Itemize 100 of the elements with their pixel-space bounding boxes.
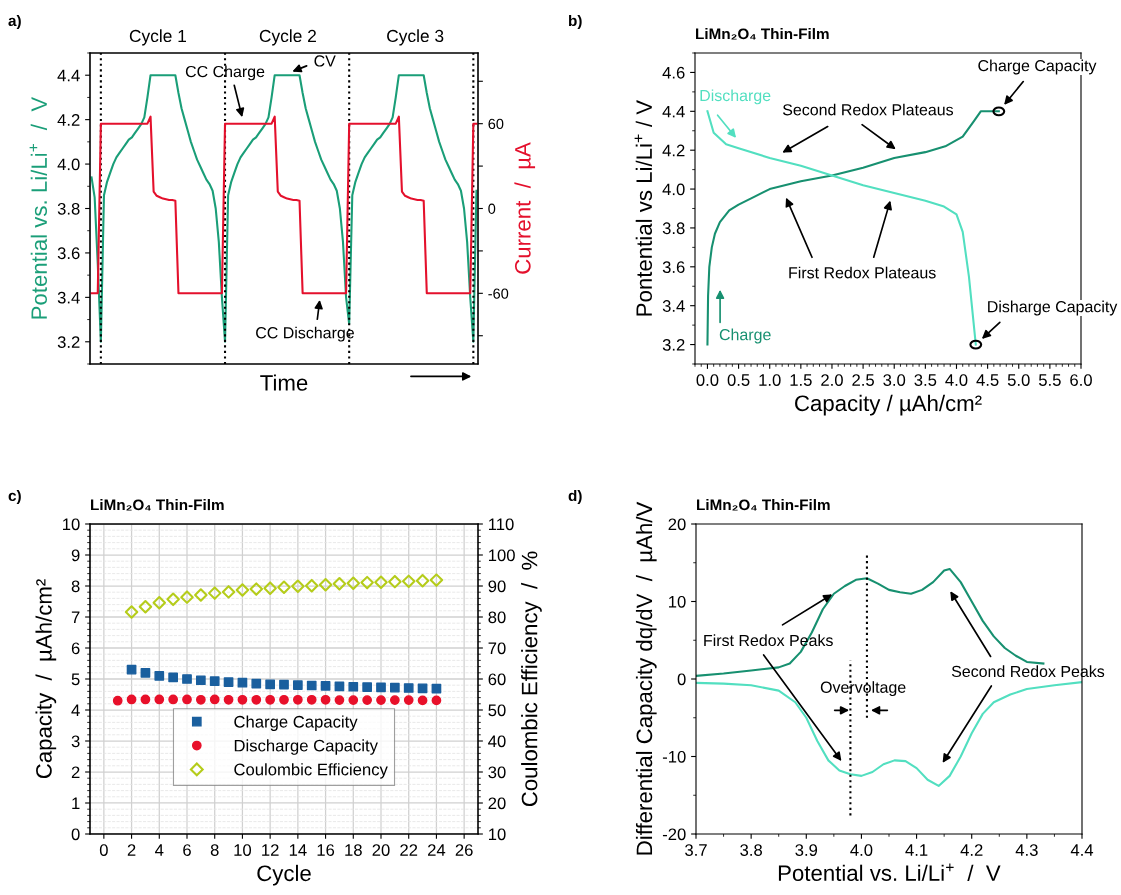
text: Cycle 2 — [259, 29, 316, 46]
y2-tick-label: 50 — [488, 704, 506, 717]
y-axis-title: Potential vs. Li/Li$^{+}$ / V — [29, 96, 48, 319]
y-tick-label: 6 — [71, 642, 80, 655]
x-tick-label: 18 — [345, 844, 362, 856]
annotation: Discharge — [700, 89, 771, 105]
annotation: Disharge Capacity — [988, 300, 1118, 316]
y2-tick-label: 30 — [488, 766, 506, 779]
y2-axis-title: Coulombic Efficiency / % — [521, 551, 542, 807]
y-tick-label: 20 — [668, 518, 686, 531]
y-tick-label: 3.8 — [57, 202, 80, 215]
y-tick-label: 3.6 — [662, 261, 685, 274]
y-tick-label: 4.2 — [662, 144, 685, 157]
y-tick-label: -20 — [662, 828, 686, 841]
y-tick-label: 3 — [71, 735, 80, 748]
y-tick-label: 4.4 — [662, 105, 685, 118]
x-tick-label: 24 — [428, 844, 446, 856]
x-tick-label: 10 — [234, 844, 252, 856]
x-tick-label: 6.0 — [1070, 374, 1092, 386]
text: a) — [8, 14, 21, 30]
y-tick-label: 0 — [677, 673, 686, 686]
y2-tick-label: 110 — [488, 518, 514, 531]
annotation: Charge — [719, 328, 771, 344]
y-tick-label: 4 — [71, 704, 80, 717]
x-tick-label: 4.0 — [945, 374, 968, 386]
y-tick-label: 7 — [71, 611, 80, 624]
y-tick-label: 3.2 — [662, 338, 685, 351]
x-tick-label: 0.0 — [696, 374, 719, 386]
text: c) — [8, 489, 21, 505]
y-tick-label: 3.2 — [57, 336, 80, 348]
y2-tick-label: 90 — [488, 580, 506, 593]
legend-label: Coulombic Efficiency — [234, 763, 388, 779]
chart-title: LiMn₂O₄ Thin-Film — [697, 499, 830, 511]
chart-title: LiMn₂O₄ Thin-Film — [696, 28, 829, 40]
x-tick-label: 3.9 — [795, 844, 818, 856]
x-tick-label: 26 — [455, 844, 473, 856]
annotation: Second Redox Plateaus — [782, 103, 954, 116]
legend-label: Charge Capacity — [234, 715, 358, 731]
y-tick-label: 9 — [71, 549, 80, 562]
text: Cycle 1 — [129, 29, 186, 46]
y2-axis-title: Current / µA — [514, 142, 536, 274]
x-tick-label: 4.1 — [905, 844, 928, 856]
y2-tick-label: 80 — [488, 611, 506, 624]
y-tick-label: 4.0 — [662, 183, 685, 196]
y-axis-title: Pontential vs Li/Li$^{+}$ / V — [634, 99, 653, 316]
x-tick-label: 22 — [400, 844, 418, 856]
y-tick-label: 2 — [71, 766, 80, 779]
y-tick-label: 4.6 — [662, 66, 685, 79]
x-axis-title: Capacity / µAh/cm² — [795, 394, 982, 416]
y2-tick-label: 60 — [488, 673, 506, 686]
y2-tick-label: 40 — [488, 735, 506, 748]
x-tick-label: 20 — [372, 844, 390, 856]
x-axis-title: Potential vs. Li/Li$^{+}$ / V — [778, 863, 1001, 881]
y-tick-label: 0 — [71, 828, 80, 841]
y-tick-label: 3.4 — [57, 291, 80, 304]
y-tick-label: 3.4 — [662, 300, 685, 312]
y-tick-label: 4.4 — [57, 69, 80, 82]
x-tick-label: 4.3 — [1015, 844, 1038, 856]
x-tick-label: 8 — [210, 844, 219, 856]
x-tick-label: 3.5 — [914, 374, 937, 386]
x-tick-label: 16 — [317, 844, 335, 856]
y2-tick-label: -60 — [488, 288, 509, 299]
x-tick-label: 2.0 — [821, 374, 843, 386]
x-tick-label: 4.5 — [976, 374, 999, 386]
x-tick-label: 6 — [183, 844, 191, 856]
x-axis-title: Time — [260, 374, 308, 391]
x-tick-label: 3.8 — [740, 844, 762, 856]
y-tick-label: -10 — [662, 750, 686, 763]
text: Cycle 3 — [387, 29, 444, 46]
text: b) — [569, 14, 582, 30]
chart-title: LiMn₂O₄ Thin-Film — [91, 499, 224, 511]
x-tick-label: 5.5 — [1038, 374, 1061, 386]
y-axis-title: Capacity / µAh/cm² — [35, 579, 57, 779]
x-tick-label: 3.7 — [685, 844, 707, 856]
x-tick-label: 1.5 — [790, 374, 812, 386]
x-tick-label: 3.0 — [883, 374, 906, 386]
x-tick-label: 4.2 — [960, 844, 983, 856]
annotation: CC Charge — [185, 65, 265, 81]
annotation: First Redox Plateaus — [789, 266, 936, 279]
x-tick-label: 4 — [155, 844, 164, 856]
y-tick-label: 3.6 — [57, 247, 80, 260]
x-axis-title: Cycle — [257, 864, 311, 886]
x-tick-label: 14 — [289, 844, 307, 856]
x-tick-label: 4.0 — [850, 844, 873, 856]
y-tick-label: 4.0 — [57, 158, 80, 171]
y-tick-label: 1 — [72, 797, 80, 810]
x-tick-label: 4.4 — [1070, 844, 1094, 856]
y2-tick-label: 20 — [488, 797, 506, 810]
annotation: Charge Capacity — [978, 59, 1097, 75]
annotation: CV — [314, 55, 336, 67]
y2-tick-label: 100 — [488, 549, 515, 562]
x-tick-label: 2 — [127, 844, 136, 856]
y2-tick-label: 70 — [488, 642, 506, 655]
text: d) — [568, 489, 582, 505]
y-tick-label: 10 — [63, 518, 80, 531]
annotation: CC Discharge — [256, 326, 354, 342]
x-tick-label: 0 — [99, 844, 108, 856]
y-tick-label: 10 — [669, 595, 686, 608]
y-tick-label: 8 — [71, 580, 80, 593]
x-tick-label: 5.0 — [1007, 374, 1030, 386]
